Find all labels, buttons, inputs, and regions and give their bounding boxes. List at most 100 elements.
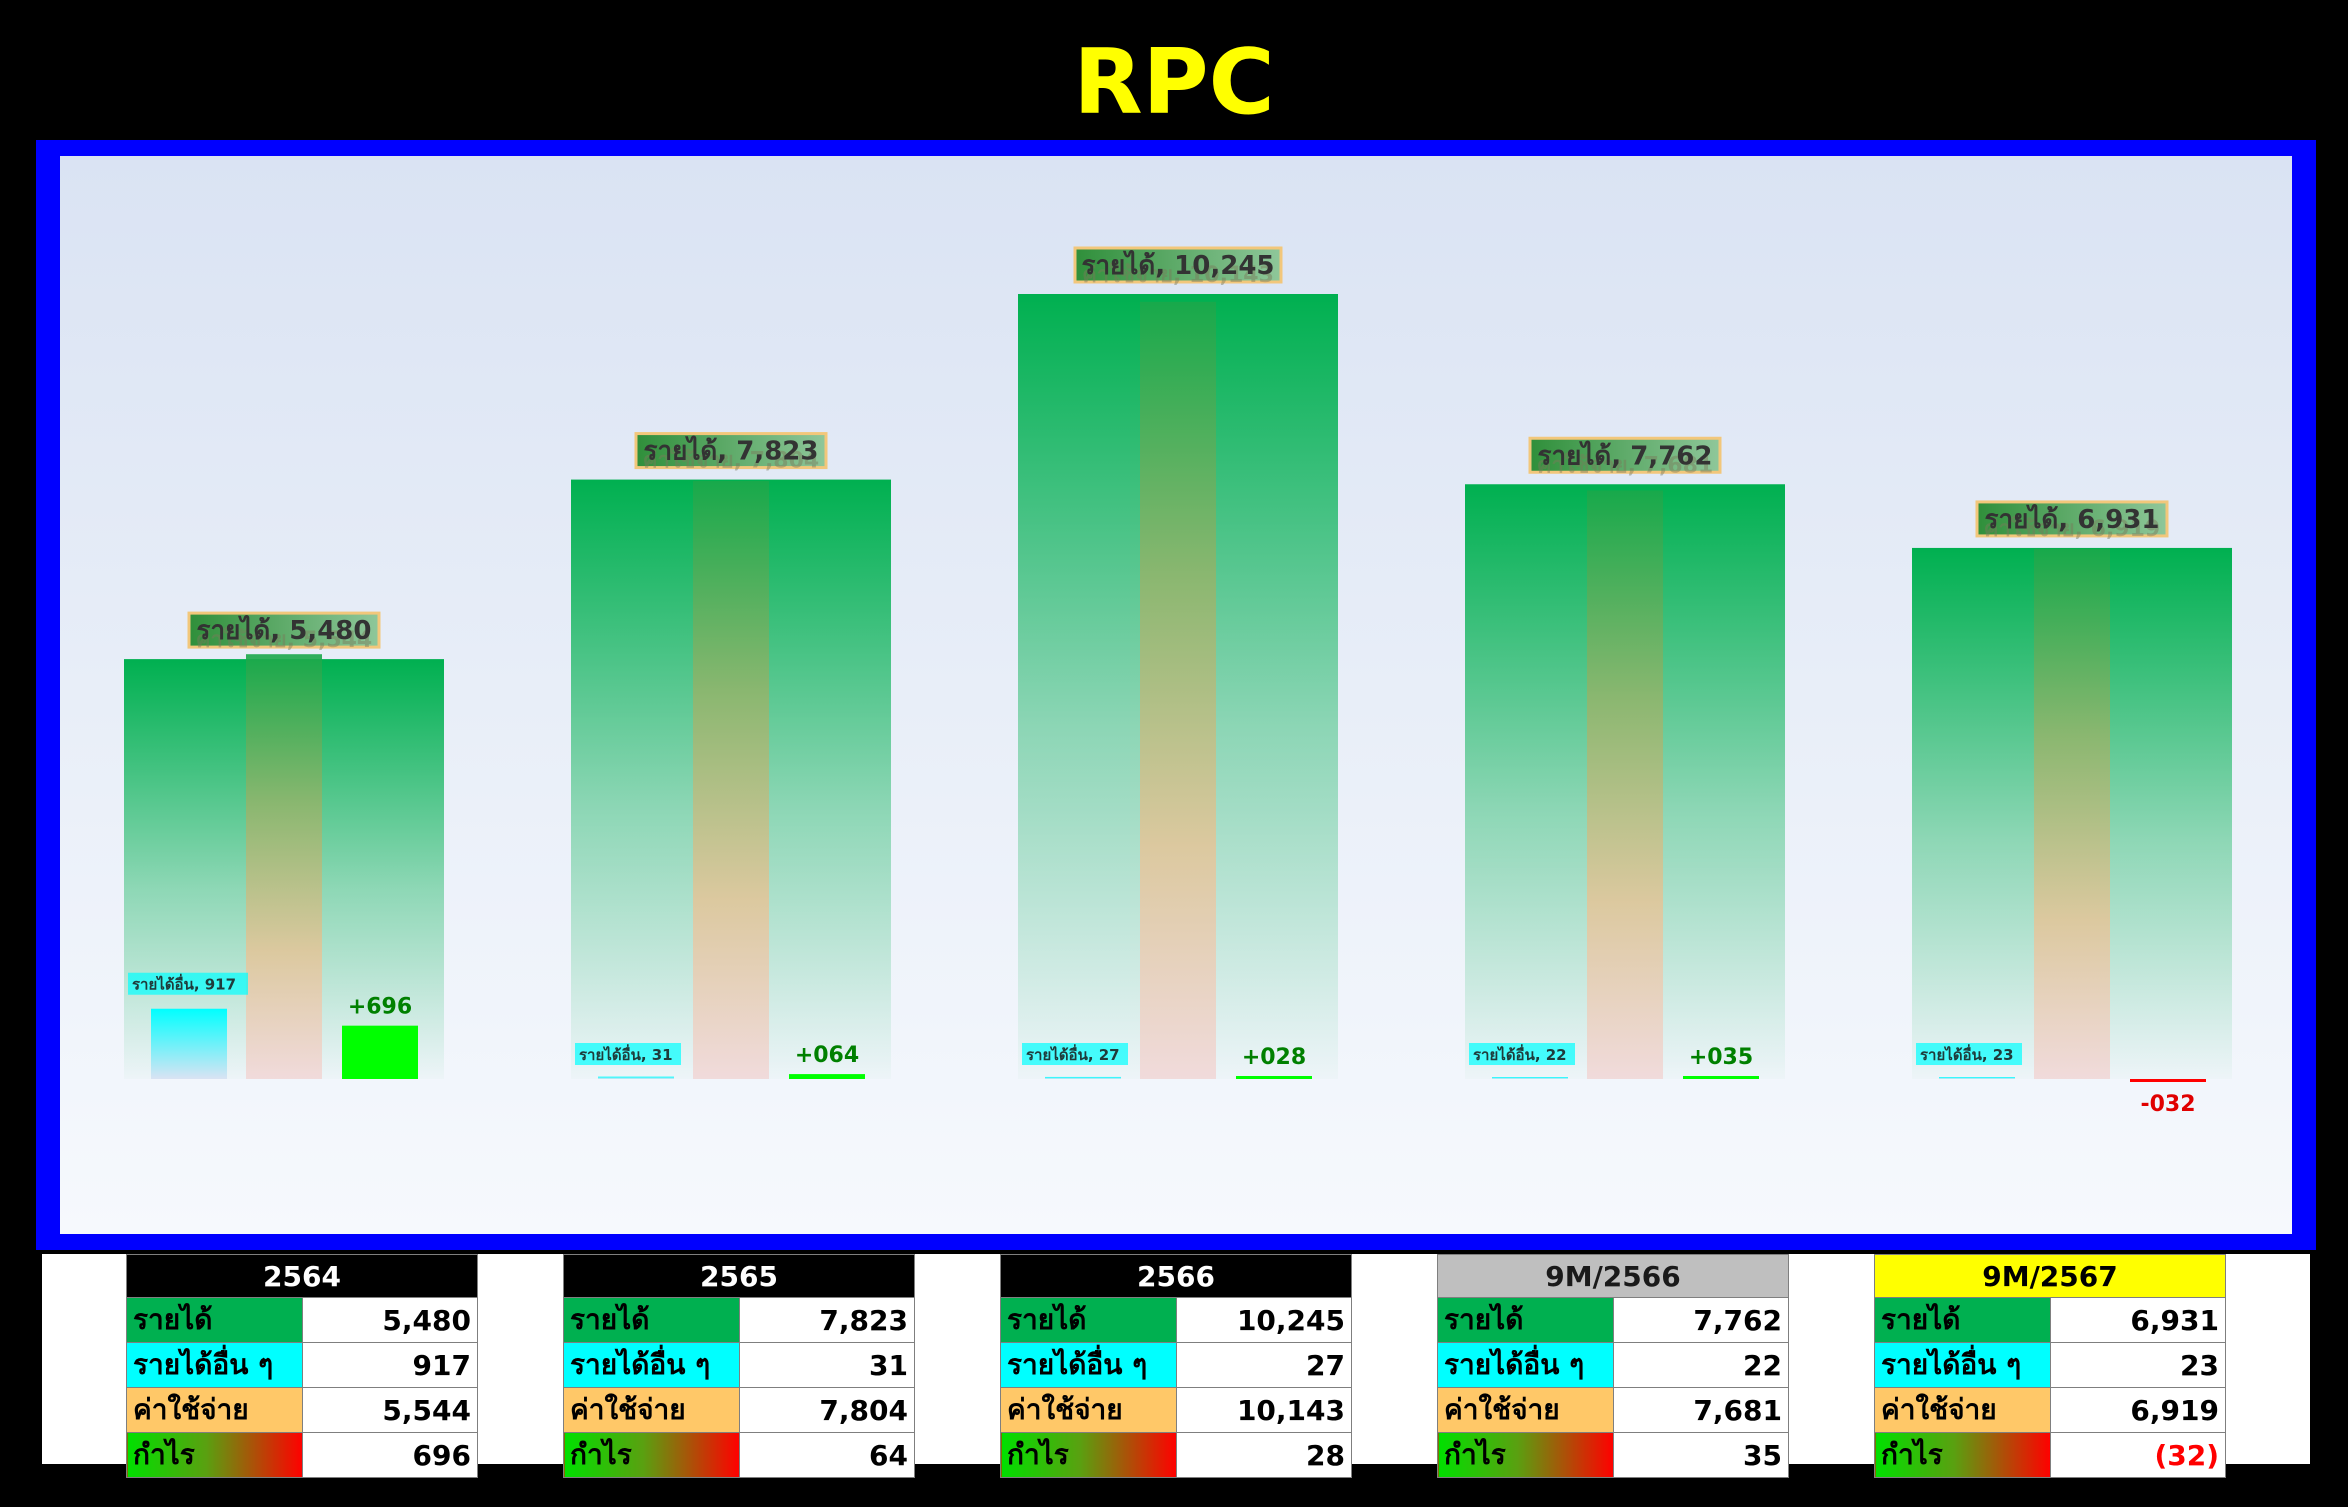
table-row: กำไร 64 [563, 1432, 915, 1478]
other-income-data-label: รายได้อื่น, 22 [1473, 1044, 1567, 1064]
row-label-expense: ค่าใช้จ่าย [1437, 1387, 1614, 1433]
other-income-bar [151, 1008, 227, 1079]
revenue-label-box [634, 432, 828, 470]
row-value-profit: (32) [2049, 1432, 2226, 1478]
row-value-other: 22 [1612, 1342, 1789, 1388]
row-value-expense: 7,804 [738, 1387, 915, 1433]
other-income-data-label: รายได้อื่น, 27 [1026, 1044, 1120, 1064]
row-label-profit: กำไร [1874, 1432, 2051, 1478]
expense-data-label: ค่าใช้จ่าย, 10,143 [1082, 261, 1274, 288]
revenue-label-box [1073, 246, 1283, 284]
profit-bar [1683, 1076, 1759, 1079]
chart-title: RPC [1073, 30, 1275, 135]
row-value-profit: 35 [1612, 1432, 1789, 1478]
row-label-expense: ค่าใช้จ่าย [563, 1387, 740, 1433]
summary-table-2565: 2565 รายได้ 7,823 รายได้อื่น ๆ 31 ค่าใช้จ่าย 7… [563, 1254, 915, 1478]
profit-data-label: +696 [348, 995, 412, 1020]
row-label-expense: ค่าใช้จ่าย [126, 1387, 303, 1433]
row-label-revenue: รายได้ [126, 1297, 303, 1343]
row-value-revenue: 10,245 [1175, 1297, 1352, 1343]
row-value-revenue: 6,931 [2049, 1297, 2226, 1343]
row-value-other: 27 [1175, 1342, 1352, 1388]
revenue-data-label: รายได้, 6,931 [1985, 503, 2160, 535]
other-income-label-box [1916, 1043, 2022, 1065]
profit-bar [1236, 1076, 1312, 1079]
expense-data-label: ค่าใช้จ่าย, 6,919 [1984, 515, 2160, 542]
revenue-data-label: รายได้, 7,823 [644, 435, 819, 467]
expense-bar [1587, 490, 1663, 1080]
row-label-expense: ค่าใช้จ่าย [1874, 1387, 2051, 1433]
row-label-profit: กำไร [563, 1432, 740, 1478]
table-row: รายได้อื่น ๆ 917 [126, 1342, 478, 1388]
table-row: รายได้ 7,762 [1437, 1297, 1789, 1343]
revenue-label-box [1975, 500, 2169, 538]
other-income-bar [1045, 1076, 1121, 1079]
revenue-label-box [1528, 436, 1722, 474]
row-value-profit: 64 [738, 1432, 915, 1478]
profit-data-label: -032 [2140, 1092, 2195, 1117]
table-period-header: 9M/2567 [1874, 1254, 2226, 1298]
profit-data-label: +064 [795, 1043, 859, 1068]
other-income-data-label: รายได้อื่น, 31 [579, 1044, 673, 1064]
row-label-revenue: รายได้ [1437, 1297, 1614, 1343]
row-value-expense: 10,143 [1175, 1387, 1352, 1433]
expense-data-label: ค่าใช้จ่าย, 5,544 [196, 626, 372, 653]
row-value-revenue: 5,480 [301, 1297, 478, 1343]
summary-table-2566: 2566 รายได้ 10,245 รายได้อื่น ๆ 27 ค่าใช้จ่าย… [1000, 1254, 1352, 1478]
row-label-revenue: รายได้ [1000, 1297, 1177, 1343]
row-value-other: 23 [2049, 1342, 2226, 1388]
table-row: รายได้อื่น ๆ 27 [1000, 1342, 1352, 1388]
row-label-revenue: รายได้ [1874, 1297, 2051, 1343]
row-value-expense: 7,681 [1612, 1387, 1789, 1433]
expense-bar [1140, 301, 1216, 1079]
row-value-revenue: 7,762 [1612, 1297, 1789, 1343]
expense-data-label: ค่าใช้จ่าย, 7,804 [643, 447, 819, 474]
other-income-bar [598, 1076, 674, 1079]
row-value-revenue: 7,823 [738, 1297, 915, 1343]
summary-table-9M-2566: 9M/2566 รายได้ 7,762 รายได้อื่น ๆ 22 ค่าใช้จ่… [1437, 1254, 1789, 1478]
table-row: รายได้ 6,931 [1874, 1297, 2226, 1343]
profit-bar [2130, 1079, 2206, 1082]
other-income-label-box [1022, 1043, 1128, 1065]
summary-table-9M-2567: 9M/2567 รายได้ 6,931 รายได้อื่น ๆ 23 ค่าใช้จ่… [1874, 1254, 2226, 1478]
profit-data-label: +028 [1242, 1045, 1306, 1070]
table-row: ค่าใช้จ่าย 6,919 [1874, 1387, 2226, 1433]
expense-bar [246, 654, 322, 1079]
table-period-header: 2564 [126, 1254, 478, 1298]
row-value-profit: 28 [1175, 1432, 1352, 1478]
row-label-other: รายได้อื่น ๆ [1874, 1342, 2051, 1388]
other-income-bar [1492, 1077, 1568, 1079]
table-row: กำไร 696 [126, 1432, 478, 1478]
table-row: ค่าใช้จ่าย 7,804 [563, 1387, 915, 1433]
profit-bar [789, 1074, 865, 1079]
expense-bar [2034, 548, 2110, 1079]
profit-bar [342, 1025, 418, 1079]
other-income-data-label: รายได้อื่น, 917 [132, 974, 236, 994]
row-label-other: รายได้อื่น ๆ [563, 1342, 740, 1388]
table-period-header: 9M/2566 [1437, 1254, 1789, 1298]
row-value-expense: 5,544 [301, 1387, 478, 1433]
profit-data-label: +035 [1689, 1045, 1753, 1070]
other-income-label-box [128, 972, 248, 995]
row-value-profit: 696 [301, 1432, 478, 1478]
row-label-other: รายได้อื่น ๆ [1000, 1342, 1177, 1388]
other-income-label-box [1469, 1043, 1575, 1065]
row-value-other: 31 [738, 1342, 915, 1388]
row-label-profit: กำไร [1437, 1432, 1614, 1478]
table-row: กำไร (32) [1874, 1432, 2226, 1478]
table-row: รายได้ 5,480 [126, 1297, 478, 1343]
revenue-label-box [187, 611, 381, 649]
other-income-data-label: รายได้อื่น, 23 [1920, 1044, 2014, 1064]
summary-table-2564: 2564 รายได้ 5,480 รายได้อื่น ๆ 917 ค่าใช้จ่าย… [126, 1254, 478, 1478]
expense-data-label: ค่าใช้จ่าย, 7,681 [1537, 451, 1713, 478]
chart-frame: ค่าใช้จ่าย, 5,544 รายได้, 5,480 รายได้อื่น… [36, 140, 2316, 1250]
other-income-label-box [575, 1043, 681, 1065]
row-label-other: รายได้อื่น ๆ [126, 1342, 303, 1388]
table-row: กำไร 35 [1437, 1432, 1789, 1478]
row-value-expense: 6,919 [2049, 1387, 2226, 1433]
row-label-revenue: รายได้ [563, 1297, 740, 1343]
row-label-other: รายได้อื่น ๆ [1437, 1342, 1614, 1388]
row-label-profit: กำไร [126, 1432, 303, 1478]
revenue-data-label: รายได้, 5,480 [197, 614, 372, 646]
